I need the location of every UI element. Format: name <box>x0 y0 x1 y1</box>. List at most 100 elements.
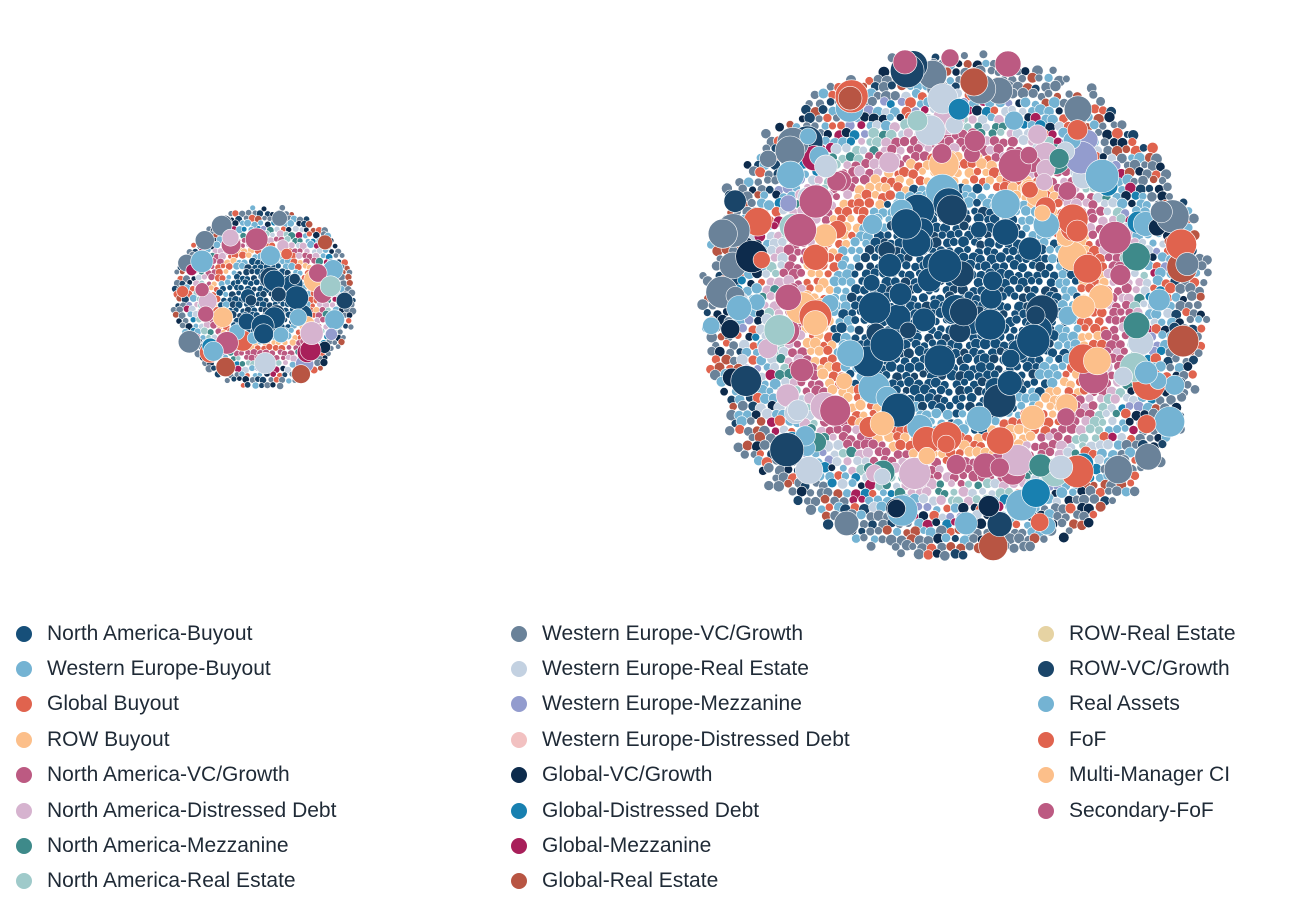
bubble-western-europe-vc-growth[interactable] <box>737 400 749 412</box>
bubble-north-america-vc-growth[interactable] <box>963 129 986 152</box>
bubble-global-buyout[interactable] <box>922 549 934 561</box>
bubble-row-buyout[interactable] <box>212 306 234 328</box>
bubble-global-real-estate[interactable] <box>783 479 793 489</box>
bubble-global-distressed-debt[interactable] <box>241 226 248 233</box>
bubble-north-america-vc-growth[interactable] <box>774 283 802 311</box>
bubble-global-real-estate[interactable] <box>1166 325 1200 358</box>
bubble-row-buyout[interactable] <box>1071 294 1096 319</box>
bubble-western-europe-real-estate[interactable] <box>1107 197 1119 208</box>
bubble-global-vc-growth[interactable] <box>1155 161 1166 172</box>
bubble-western-europe-real-estate[interactable] <box>873 467 891 486</box>
bubble-global-real-estate[interactable] <box>317 234 333 251</box>
bubble-north-america-real-estate[interactable] <box>771 269 781 278</box>
bubble-western-europe-vc-growth[interactable] <box>1049 80 1062 92</box>
bubble-row-vc-growth[interactable] <box>817 104 829 115</box>
legend-item[interactable]: Global Buyout <box>16 687 336 722</box>
bubble-global-buyout[interactable] <box>1111 127 1124 140</box>
bubble-secondary-fof[interactable] <box>1104 252 1114 262</box>
bubble-western-europe-buyout[interactable] <box>836 339 865 368</box>
bubble-row-buyout[interactable] <box>918 167 927 176</box>
bubble-north-america-buyout[interactable] <box>226 284 234 291</box>
bubble-global-buyout[interactable] <box>828 121 837 131</box>
bubble-row-vc-growth[interactable] <box>244 294 257 307</box>
bubble-western-europe-vc-growth[interactable] <box>1165 363 1175 372</box>
bubble-western-europe-real-estate[interactable] <box>858 145 868 155</box>
bubble-global-real-estate[interactable] <box>305 220 314 229</box>
legend-item[interactable]: Western Europe-Real Estate <box>511 651 850 686</box>
bubble-row-vc-growth[interactable] <box>887 80 897 91</box>
bubble-row-vc-growth[interactable] <box>1188 354 1199 366</box>
bubble-north-america-buyout[interactable] <box>1014 283 1024 293</box>
bubble-global-vc-growth[interactable] <box>1083 517 1095 529</box>
bubble-western-europe-real-estate[interactable] <box>1107 416 1118 426</box>
bubble-global-real-estate[interactable] <box>741 439 754 452</box>
bubble-western-europe-vc-growth[interactable] <box>772 480 785 493</box>
bubble-global-vc-growth[interactable] <box>260 205 268 212</box>
bubble-global-mezzanine[interactable] <box>856 120 866 130</box>
bubble-north-america-buyout[interactable] <box>966 392 978 404</box>
bubble-western-europe-buyout[interactable] <box>855 246 864 255</box>
bubble-north-america-real-estate[interactable] <box>200 326 209 336</box>
bubble-multi-manager-ci[interactable] <box>813 223 838 248</box>
legend-item[interactable]: North America-Real Estate <box>16 864 336 899</box>
bubble-western-europe-buyout[interactable] <box>1148 238 1158 248</box>
bubble-secondary-fof[interactable] <box>308 263 328 283</box>
legend-item[interactable]: North America-Mezzanine <box>16 828 336 863</box>
bubble-north-america-buyout[interactable] <box>1045 263 1054 272</box>
bubble-fof[interactable] <box>894 439 907 451</box>
bubble-north-america-buyout[interactable] <box>1009 326 1019 335</box>
bubble-multi-manager-ci[interactable] <box>1052 386 1062 396</box>
bubble-north-america-vc-growth[interactable] <box>783 213 817 247</box>
bubble-global-buyout[interactable] <box>1127 137 1138 147</box>
bubble-western-europe-buyout[interactable] <box>306 240 315 249</box>
bubble-global-buyout[interactable] <box>306 230 313 238</box>
bubble-western-europe-vc-growth[interactable] <box>978 49 989 59</box>
bubble-row-vc-growth[interactable] <box>854 261 864 272</box>
legend-item[interactable]: Global-Distressed Debt <box>511 793 850 828</box>
bubble-western-europe-buyout[interactable] <box>817 87 830 100</box>
legend-item[interactable]: North America-Distressed Debt <box>16 793 336 828</box>
bubble-north-america-real-estate[interactable] <box>235 355 242 362</box>
bubble-north-america-real-estate[interactable] <box>275 359 283 367</box>
bubble-global-buyout[interactable] <box>823 269 833 278</box>
bubble-north-america-buyout[interactable] <box>895 363 906 374</box>
legend-item[interactable]: ROW-Real Estate <box>1038 616 1236 651</box>
bubble-north-america-real-estate[interactable] <box>906 110 929 132</box>
bubble-row-vc-growth[interactable] <box>765 185 775 195</box>
bubble-western-europe-real-estate[interactable] <box>836 478 849 490</box>
bubble-north-america-distressed-debt[interactable] <box>828 432 838 442</box>
bubble-north-america-vc-growth[interactable] <box>194 282 210 298</box>
bubble-secondary-fof[interactable] <box>1087 400 1099 411</box>
bubble-global-vc-growth[interactable] <box>236 375 243 382</box>
bubble-global-buyout[interactable] <box>754 166 766 178</box>
bubble-multi-manager-ci[interactable] <box>1020 404 1046 430</box>
bubble-global-buyout[interactable] <box>1080 323 1090 332</box>
bubble-secondary-fof[interactable] <box>1057 181 1077 201</box>
bubble-western-europe-buyout[interactable] <box>1157 330 1168 340</box>
bubble-row-vc-growth[interactable] <box>335 292 354 310</box>
bubble-global-vc-growth[interactable] <box>1182 361 1193 372</box>
bubble-north-america-real-estate[interactable] <box>996 127 1006 137</box>
bubble-western-europe-vc-growth[interactable] <box>787 486 798 497</box>
legend-item[interactable]: Global-Real Estate <box>511 864 850 899</box>
bubble-western-europe-buyout[interactable] <box>990 416 1001 426</box>
bubble-western-europe-buyout[interactable] <box>1061 277 1071 287</box>
bubble-north-america-buyout[interactable] <box>253 323 275 345</box>
bubble-north-america-vc-growth[interactable] <box>819 395 851 427</box>
bubble-global-distressed-debt[interactable] <box>737 275 747 286</box>
bubble-global-distressed-debt[interactable] <box>826 477 838 489</box>
bubble-global-buyout[interactable] <box>1065 219 1089 243</box>
bubble-western-europe-vc-growth[interactable] <box>896 548 906 558</box>
bubble-real-assets[interactable] <box>879 488 888 497</box>
bubble-row-vc-growth[interactable] <box>730 365 762 397</box>
bubble-global-vc-growth[interactable] <box>796 485 808 498</box>
bubble-north-america-buyout[interactable] <box>949 237 959 247</box>
bubble-north-america-mezzanine[interactable] <box>1112 409 1121 418</box>
bubble-western-europe-vc-growth[interactable] <box>173 268 180 276</box>
bubble-western-europe-vc-growth[interactable] <box>759 149 778 168</box>
bubble-row-vc-growth[interactable] <box>822 518 834 531</box>
bubble-north-america-buyout[interactable] <box>877 253 902 278</box>
bubble-row-vc-growth[interactable] <box>244 381 252 389</box>
bubble-western-europe-buyout[interactable] <box>249 204 256 212</box>
bubble-north-america-buyout[interactable] <box>1027 276 1036 286</box>
